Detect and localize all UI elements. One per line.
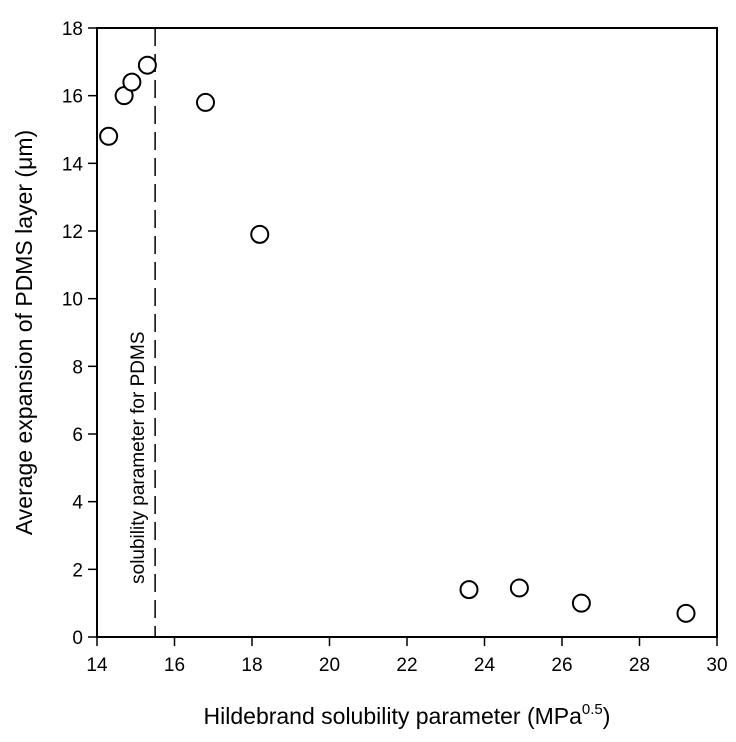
x-tick-label: 28	[629, 655, 650, 676]
x-tick-label: 18	[241, 655, 262, 676]
data-point	[137, 55, 157, 75]
y-tick-label: 14	[62, 154, 84, 175]
y-tick-label: 2	[72, 560, 83, 581]
data-point	[509, 578, 529, 598]
plot-frame	[96, 27, 718, 638]
x-axis-title: Hildebrand solubility parameter (MPa0.5)	[204, 701, 611, 729]
reference-line-label: solubility parameter for PDMS	[128, 331, 149, 583]
y-tick-label: 4	[72, 493, 83, 514]
data-point	[122, 72, 142, 92]
x-axis-ticks: 14 16 18 20 22 24 26 28 30	[86, 637, 728, 676]
x-axis-title-main: Hildebrand solubility parameter (MPa	[204, 703, 583, 729]
x-axis-title-end: )	[603, 703, 611, 729]
y-tick-label: 0	[72, 628, 83, 649]
x-tick-label: 14	[86, 655, 108, 676]
data-point	[99, 126, 119, 146]
y-tick-label: 8	[72, 357, 83, 378]
y-axis-title: Average expansion of PDMS layer (μm)	[11, 130, 37, 535]
x-tick-label: 20	[319, 655, 340, 676]
data-point	[676, 603, 696, 623]
x-axis-title-superscript: 0.5	[582, 701, 603, 718]
x-tick-label: 22	[396, 655, 417, 676]
y-axis-ticks: 0 2 4 6 8 10 12 14 16 18	[62, 19, 97, 649]
x-tick-label: 16	[164, 655, 185, 676]
x-tick-label: 26	[551, 655, 572, 676]
data-points	[99, 55, 696, 623]
data-point	[196, 92, 215, 112]
data-point	[459, 580, 479, 600]
y-tick-label: 10	[62, 290, 83, 311]
y-tick-label: 16	[62, 87, 83, 108]
x-tick-label: 30	[706, 655, 727, 676]
y-tick-label: 6	[72, 425, 83, 446]
data-point	[571, 593, 591, 613]
y-tick-label: 12	[62, 222, 83, 243]
y-tick-label: 18	[62, 19, 83, 40]
x-tick-label: 24	[474, 655, 496, 676]
data-point	[250, 224, 270, 244]
